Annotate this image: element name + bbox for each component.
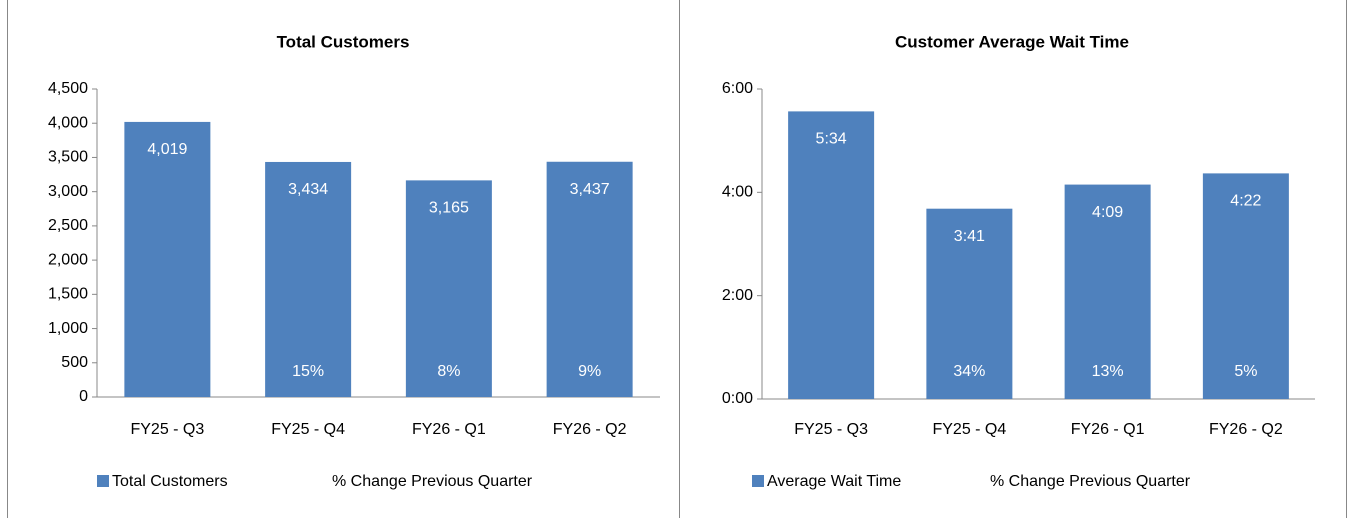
bar [1202, 173, 1289, 399]
legend-label: % Change Previous Quarter [332, 473, 533, 490]
x-tick-label: FY25 - Q4 [271, 421, 345, 438]
chart-title: Customer Average Wait Time [895, 32, 1129, 51]
legend-label: Average Wait Time [767, 473, 901, 490]
y-tick-label: 4,000 [48, 114, 88, 131]
bar [1064, 184, 1151, 399]
change-label: 5% [1234, 363, 1257, 380]
x-tick-label: FY25 - Q3 [794, 421, 868, 438]
bar [926, 208, 1013, 399]
y-tick-label: 0 [79, 388, 88, 405]
bar [788, 111, 875, 399]
y-tick-label: 2,500 [48, 217, 88, 234]
legend-label: Total Customers [112, 473, 228, 490]
x-tick-label: FY26 - Q1 [412, 421, 486, 438]
data-label: 4,019 [147, 141, 187, 158]
chart-title: Total Customers [277, 32, 410, 51]
bar [546, 161, 633, 397]
legend-label: % Change Previous Quarter [990, 473, 1191, 490]
y-tick-label: 1,000 [48, 320, 88, 337]
legend-swatch [752, 475, 764, 487]
y-tick-label: 0:00 [722, 390, 753, 407]
y-tick-label: 4,500 [48, 80, 88, 97]
data-label: 5:34 [816, 131, 847, 148]
data-label: 4:09 [1092, 204, 1123, 221]
data-label: 3,434 [288, 181, 328, 198]
data-label: 3:41 [954, 228, 985, 245]
y-tick-label: 2,000 [48, 251, 88, 268]
legend-swatch [97, 475, 109, 487]
bar [405, 180, 492, 397]
y-tick-label: 500 [61, 354, 88, 371]
x-tick-label: FY26 - Q2 [1209, 421, 1283, 438]
y-tick-label: 6:00 [722, 80, 753, 97]
data-label: 3,437 [570, 181, 610, 198]
y-tick-label: 1,500 [48, 286, 88, 303]
change-label: 34% [953, 363, 985, 380]
data-label: 3,165 [429, 200, 469, 217]
bar [124, 121, 211, 397]
change-label: 15% [292, 363, 324, 380]
y-tick-label: 2:00 [722, 287, 753, 304]
bar [265, 161, 352, 397]
x-tick-label: FY26 - Q2 [553, 421, 627, 438]
change-label: 8% [437, 363, 460, 380]
data-label: 4:22 [1230, 193, 1261, 210]
x-tick-label: FY25 - Q4 [932, 421, 1006, 438]
change-label: 9% [578, 363, 601, 380]
x-tick-label: FY26 - Q1 [1071, 421, 1145, 438]
y-tick-label: 3,500 [48, 149, 88, 166]
x-tick-label: FY25 - Q3 [130, 421, 204, 438]
change-label: 13% [1092, 363, 1124, 380]
y-tick-label: 3,000 [48, 183, 88, 200]
y-tick-label: 4:00 [722, 184, 753, 201]
